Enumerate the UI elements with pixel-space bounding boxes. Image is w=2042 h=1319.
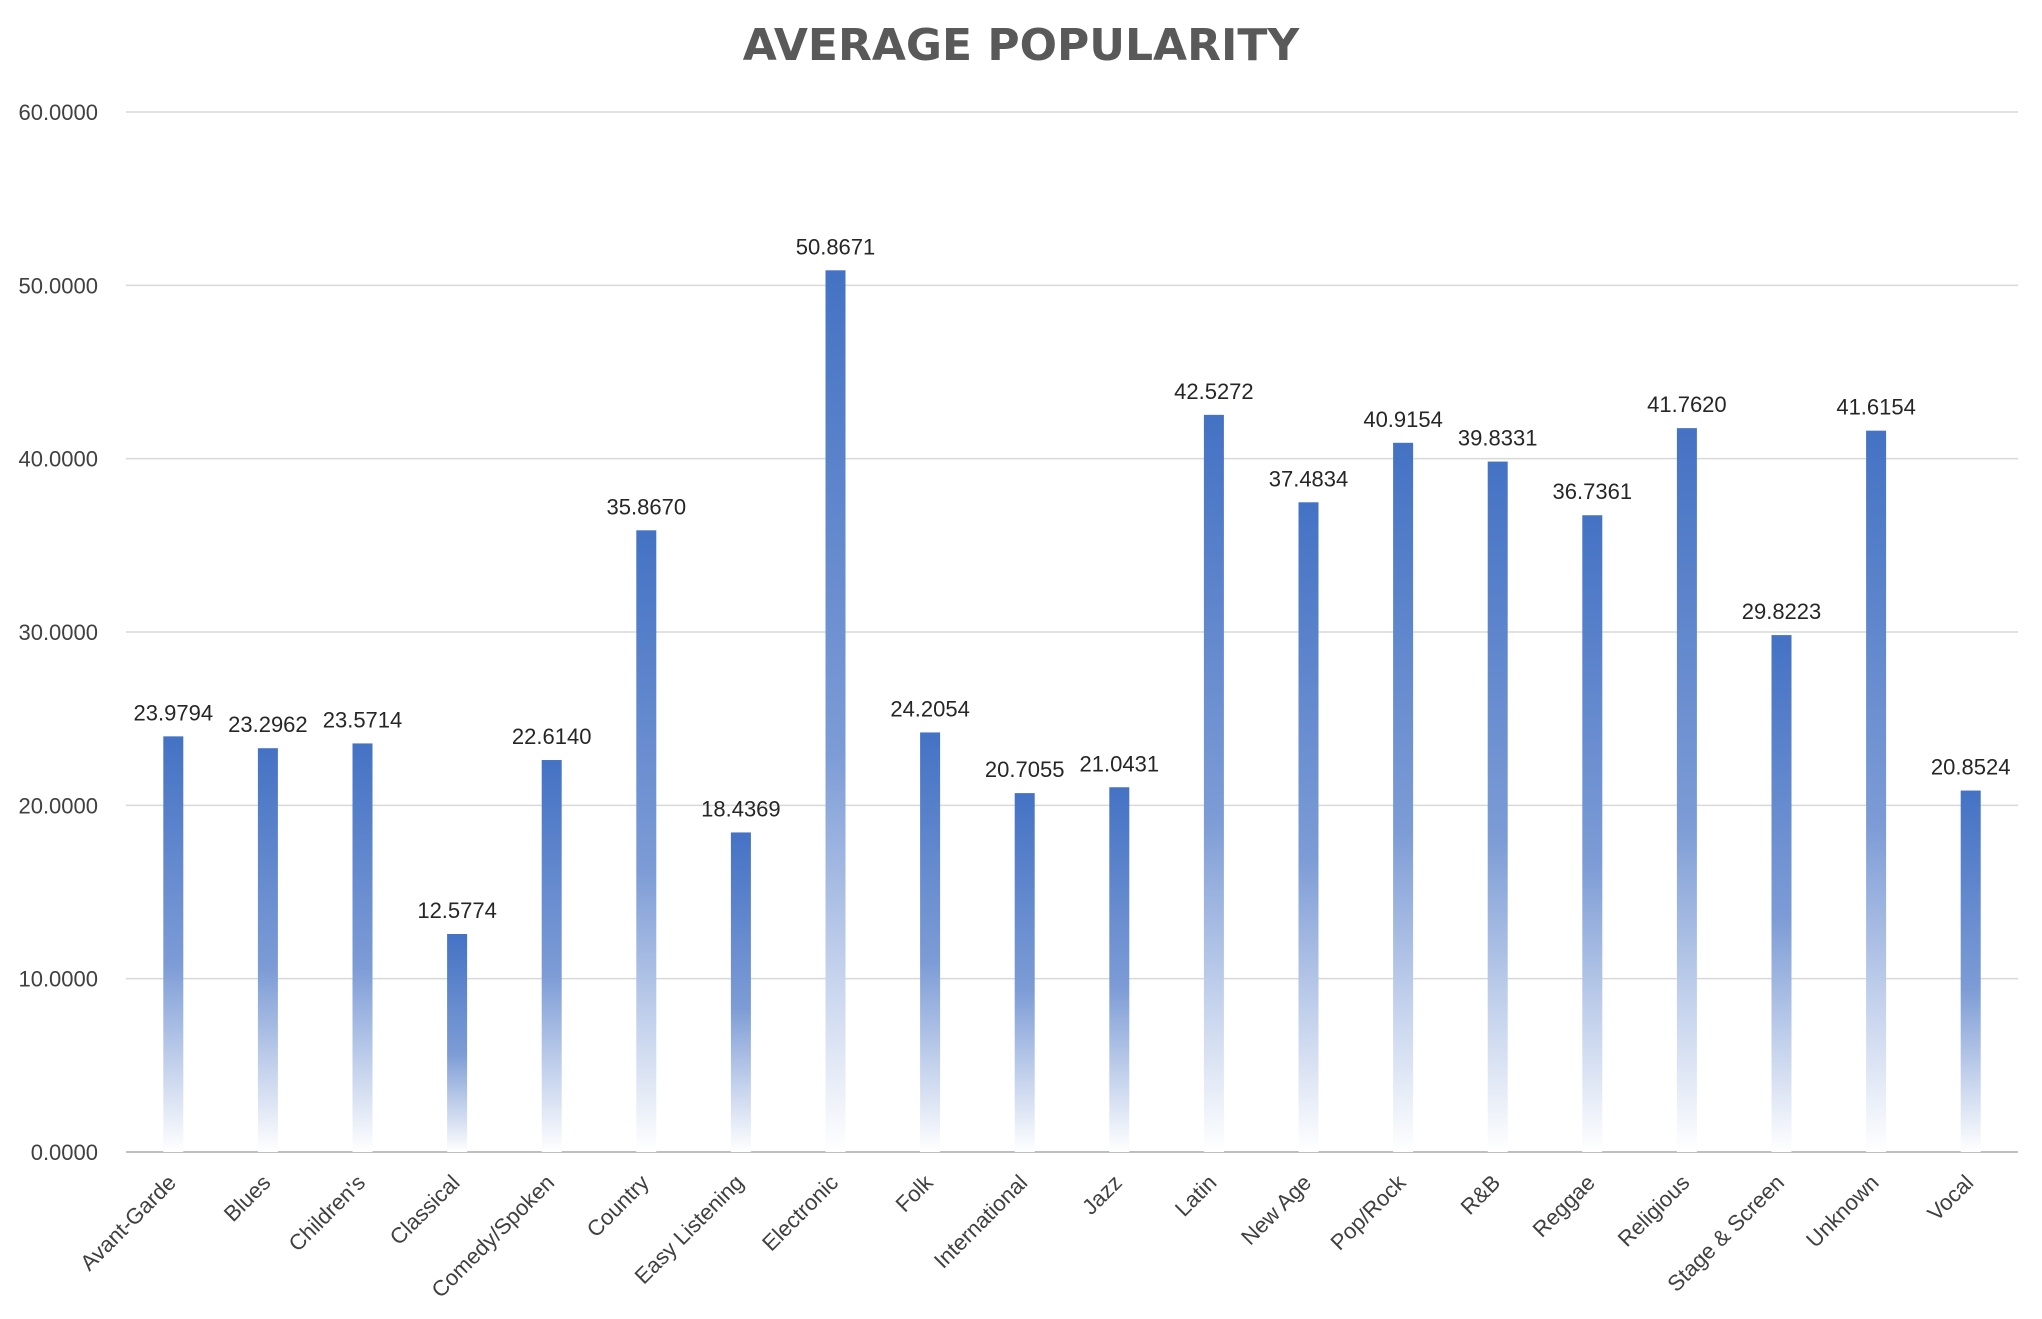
bar bbox=[1771, 635, 1792, 1152]
bar bbox=[1582, 515, 1603, 1152]
data-label: 23.2962 bbox=[228, 712, 308, 737]
chart-title: AVERAGE POPULARITY bbox=[743, 20, 1301, 71]
data-label: 41.6154 bbox=[1836, 395, 1916, 420]
y-tick-label: 20.0000 bbox=[18, 793, 98, 818]
bar bbox=[1298, 502, 1319, 1152]
y-tick-label: 10.0000 bbox=[18, 967, 98, 992]
data-label: 20.8524 bbox=[1931, 755, 2011, 780]
x-tick-label: Pop/Rock bbox=[1326, 1169, 1412, 1255]
x-tick-label: Latin bbox=[1170, 1170, 1221, 1221]
bar bbox=[730, 832, 751, 1152]
y-tick-label: 50.0000 bbox=[18, 273, 98, 298]
data-label: 23.5714 bbox=[323, 707, 403, 732]
bar bbox=[1014, 793, 1035, 1152]
data-label: 41.7620 bbox=[1647, 392, 1727, 417]
data-label: 35.8670 bbox=[607, 494, 687, 519]
bar bbox=[163, 736, 184, 1152]
data-label: 50.8671 bbox=[796, 234, 876, 259]
bar bbox=[920, 732, 941, 1152]
x-tick-label: Unknown bbox=[1801, 1170, 1884, 1253]
data-label: 23.9794 bbox=[134, 700, 214, 725]
bar bbox=[447, 933, 468, 1152]
x-tick-label: Avant-Garde bbox=[75, 1170, 181, 1276]
x-tick-label: Jazz bbox=[1077, 1170, 1127, 1220]
x-tick-label: International bbox=[929, 1170, 1032, 1273]
data-labels: 23.9794 23.2962 23.5714 12.5774 22.6140 35.86… bbox=[134, 234, 2011, 923]
bar bbox=[1866, 430, 1887, 1153]
data-label: 21.0431 bbox=[1080, 751, 1160, 776]
data-label: 42.5272 bbox=[1174, 379, 1254, 404]
data-label: 29.8223 bbox=[1742, 599, 1822, 624]
data-label: 24.2054 bbox=[890, 696, 970, 721]
data-label: 12.5774 bbox=[417, 898, 497, 923]
data-label: 18.4369 bbox=[701, 796, 781, 821]
bar bbox=[257, 748, 278, 1152]
data-label: 36.7361 bbox=[1553, 479, 1633, 504]
x-tick-label: Children's bbox=[284, 1170, 370, 1256]
x-tick-label: Reggae bbox=[1528, 1170, 1600, 1242]
x-tick-label: Electronic bbox=[757, 1170, 843, 1256]
y-tick-label: 30.0000 bbox=[18, 620, 98, 645]
data-label: 20.7055 bbox=[985, 757, 1065, 782]
data-label: 39.8331 bbox=[1458, 426, 1538, 451]
data-label: 40.9154 bbox=[1363, 407, 1443, 432]
y-tick-label: 60.0000 bbox=[18, 100, 98, 125]
data-label: 22.6140 bbox=[512, 724, 592, 749]
bars bbox=[163, 270, 1981, 1153]
y-tick-label: 40.0000 bbox=[18, 447, 98, 472]
x-tick-label: R&B bbox=[1456, 1170, 1506, 1220]
x-axis-categories: Avant-Garde Blues Children's ClassicalComed… bbox=[75, 1169, 1978, 1302]
x-tick-label: New Age bbox=[1236, 1170, 1316, 1250]
x-tick-label: Folk bbox=[891, 1169, 939, 1217]
bar bbox=[1393, 442, 1414, 1152]
bar bbox=[1203, 414, 1224, 1152]
bar bbox=[1676, 428, 1697, 1152]
bar bbox=[352, 743, 373, 1152]
bar bbox=[1960, 790, 1981, 1152]
x-tick-label: Vocal bbox=[1922, 1170, 1978, 1226]
y-tick-label: 0.0000 bbox=[31, 1140, 98, 1165]
bar bbox=[1487, 461, 1508, 1153]
data-label: 37.4834 bbox=[1269, 466, 1349, 491]
bar bbox=[1109, 787, 1130, 1152]
x-tick-label: Religious bbox=[1613, 1170, 1695, 1252]
gridlines bbox=[126, 111, 2018, 1153]
bar bbox=[541, 760, 562, 1152]
x-tick-label: Blues bbox=[219, 1170, 276, 1227]
y-axis-ticks: 0.0000 10.0000 20.0000 30.0000 40.0000 50.000… bbox=[18, 100, 98, 1165]
x-tick-label: Classical bbox=[385, 1170, 465, 1250]
x-tick-label: Country bbox=[582, 1170, 654, 1242]
bar bbox=[825, 270, 846, 1152]
bar bbox=[636, 530, 657, 1152]
